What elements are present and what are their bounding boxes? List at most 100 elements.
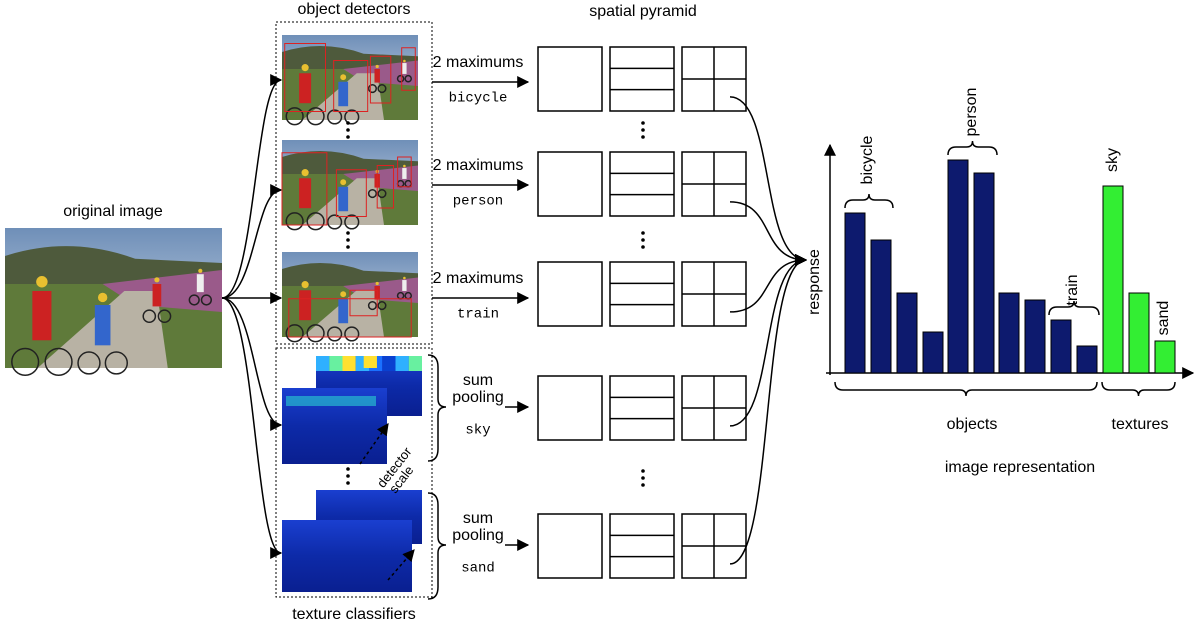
head xyxy=(154,277,160,283)
label: sky xyxy=(1104,148,1121,172)
heat-cell xyxy=(342,356,356,371)
detection-box xyxy=(397,156,412,188)
group-label: textures xyxy=(1112,416,1169,433)
head xyxy=(403,276,406,280)
head xyxy=(198,268,203,273)
label: 2 maximums xyxy=(433,270,524,287)
label: train xyxy=(1064,274,1081,305)
heatmap-bg xyxy=(282,520,412,592)
photo xyxy=(5,228,222,376)
rider xyxy=(299,73,312,104)
rider xyxy=(374,69,380,83)
rider xyxy=(152,284,162,307)
wheel xyxy=(344,109,360,125)
wheel xyxy=(142,309,157,324)
head xyxy=(375,281,379,286)
rider xyxy=(402,63,407,74)
label: bicycle xyxy=(859,135,876,184)
wheel xyxy=(44,347,73,376)
title: spatial pyramid xyxy=(589,3,697,20)
wheel xyxy=(327,214,343,230)
wheel xyxy=(200,294,212,306)
label: sum xyxy=(463,372,493,389)
heat-cell xyxy=(316,356,330,371)
heat-cell xyxy=(395,356,409,371)
wheel xyxy=(377,83,387,94)
ellipsis-dot xyxy=(641,476,645,480)
wheel xyxy=(377,300,387,311)
bar xyxy=(1128,292,1150,374)
pyramid-level xyxy=(609,46,675,112)
head xyxy=(403,59,406,63)
brace xyxy=(1101,381,1176,397)
photo xyxy=(281,140,418,231)
ellipsis-dot xyxy=(641,128,645,132)
pyramid-level xyxy=(537,375,603,441)
ellipsis-dot xyxy=(346,128,350,132)
title: texture classifiers xyxy=(292,606,416,623)
photo xyxy=(282,252,418,343)
brace xyxy=(427,354,447,462)
group-box xyxy=(275,21,433,345)
head xyxy=(340,74,347,81)
bar xyxy=(998,292,1020,374)
arrow xyxy=(359,423,389,465)
ellipsis-dot xyxy=(346,481,350,485)
wheel xyxy=(285,324,304,343)
head xyxy=(36,276,48,288)
wheel xyxy=(344,214,360,230)
label: pooling xyxy=(452,389,504,406)
ellipsis-dot xyxy=(641,469,645,473)
rider xyxy=(94,305,111,346)
arrow xyxy=(221,74,283,299)
bar xyxy=(1154,340,1176,374)
pyramid-level xyxy=(537,151,603,217)
pyramid-level xyxy=(609,375,675,441)
wheel xyxy=(285,107,304,126)
ellipsis-dot xyxy=(346,467,350,471)
label: original image xyxy=(63,203,163,220)
head xyxy=(340,179,347,186)
head xyxy=(301,169,309,177)
heat-cell xyxy=(363,356,377,368)
ellipsis-dot xyxy=(641,231,645,235)
bar xyxy=(1076,345,1098,374)
wheel xyxy=(367,83,377,94)
pyramid-level xyxy=(609,513,675,579)
detection-box xyxy=(333,60,369,112)
pyramid-level xyxy=(609,151,675,217)
brace xyxy=(844,193,894,209)
title: object detectors xyxy=(298,1,411,18)
bar xyxy=(870,239,892,374)
rider xyxy=(338,298,349,324)
rider xyxy=(299,178,312,209)
rider xyxy=(402,168,407,179)
pyramid-level xyxy=(537,513,603,579)
heat-cell xyxy=(382,356,396,371)
group-label: objects xyxy=(947,416,998,433)
wheel xyxy=(306,324,325,343)
rider xyxy=(402,280,407,291)
wheel xyxy=(306,107,325,126)
title: image representation xyxy=(945,459,1095,476)
ellipsis-dot xyxy=(346,238,350,242)
ellipsis-dot xyxy=(346,474,350,478)
detection-box xyxy=(284,43,327,112)
bar xyxy=(947,159,969,374)
brace xyxy=(1048,300,1100,316)
head xyxy=(375,64,379,69)
label: pooling xyxy=(452,527,504,544)
wheel xyxy=(327,326,343,342)
rider xyxy=(32,291,52,341)
heat-cell xyxy=(329,356,343,371)
ellipsis-dot xyxy=(346,121,350,125)
wheel xyxy=(396,74,405,83)
arrow xyxy=(221,297,283,559)
heatmap xyxy=(282,520,412,592)
label: person xyxy=(963,88,980,137)
rider xyxy=(196,274,204,293)
wheel xyxy=(285,212,304,231)
rider xyxy=(299,290,312,321)
ellipsis-dot xyxy=(641,121,645,125)
